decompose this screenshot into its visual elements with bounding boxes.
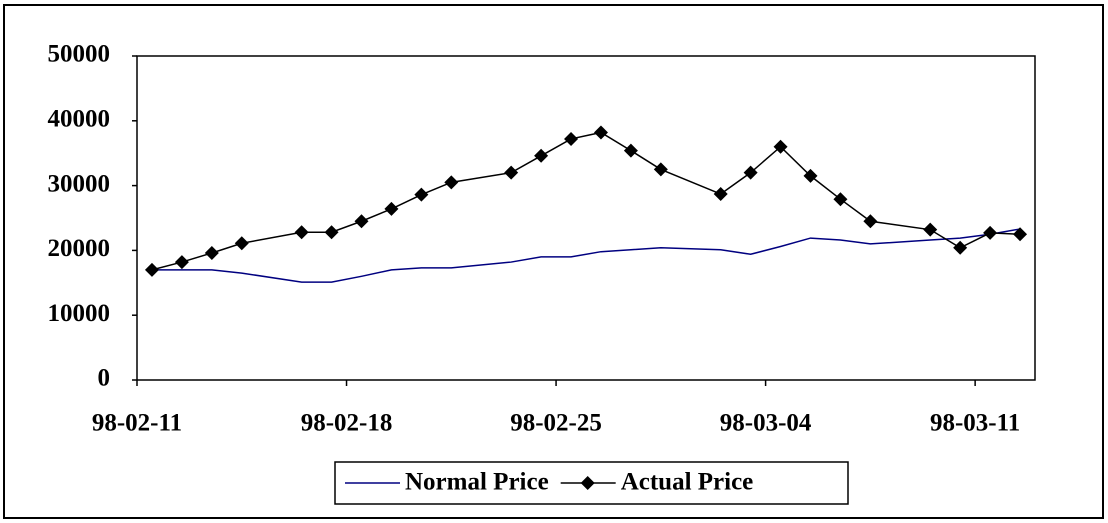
point-marker — [294, 225, 309, 240]
point-marker — [174, 255, 189, 270]
point-marker — [414, 187, 429, 202]
point-marker — [324, 225, 339, 240]
chart-frame — [3, 4, 1104, 519]
point-marker — [803, 168, 818, 183]
point-marker — [653, 162, 668, 177]
y-tick-label: 40000 — [48, 106, 111, 133]
point-marker — [354, 214, 369, 229]
x-tick-label: 98-02-18 — [301, 410, 393, 437]
legend-label: Normal Price — [405, 469, 549, 496]
x-tick-label: 98-03-04 — [720, 410, 812, 437]
point-marker — [863, 214, 878, 229]
point-marker — [983, 225, 998, 240]
point-marker — [743, 165, 758, 180]
x-tick-label: 98-02-11 — [92, 410, 182, 437]
point-marker — [384, 201, 399, 216]
point-marker — [923, 222, 938, 237]
point-marker — [623, 143, 638, 158]
series-line — [151, 228, 1021, 283]
legend-label: Actual Price — [621, 469, 754, 496]
point-marker — [504, 165, 519, 180]
y-tick-label: 30000 — [48, 170, 111, 197]
point-marker — [953, 240, 968, 255]
legend-marker — [580, 476, 595, 490]
y-tick-label: 0 — [98, 365, 111, 392]
point-marker — [593, 125, 608, 140]
point-marker — [1013, 227, 1028, 242]
point-marker — [534, 148, 549, 163]
point-marker — [773, 139, 788, 154]
point-marker — [444, 175, 459, 190]
legend-box — [334, 461, 849, 505]
point-marker — [234, 236, 249, 251]
y-tick-label: 20000 — [48, 235, 111, 262]
legend: Normal Price Actual Price — [345, 469, 753, 496]
x-tick-label: 98-03-11 — [930, 410, 1020, 437]
point-marker — [564, 131, 579, 146]
x-tick-label: 98-02-25 — [510, 410, 602, 437]
plot-area — [136, 55, 1036, 381]
y-tick-label: 50000 — [48, 41, 111, 68]
point-marker — [713, 187, 728, 202]
point-marker — [833, 192, 848, 207]
point-marker — [204, 245, 219, 260]
point-marker — [144, 262, 159, 277]
y-tick-label: 10000 — [48, 300, 111, 327]
